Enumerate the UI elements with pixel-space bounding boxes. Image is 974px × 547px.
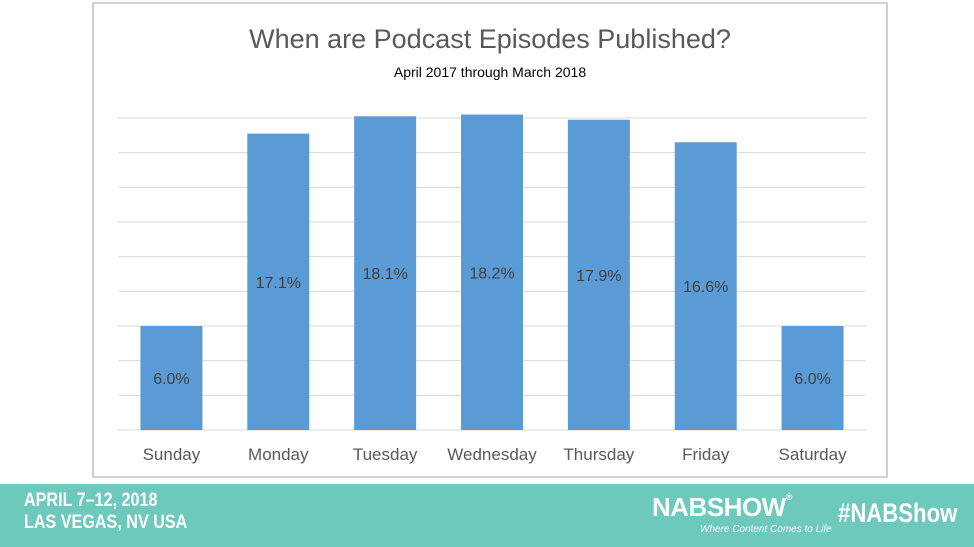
bar-thursday xyxy=(567,119,630,430)
logo-text: NABSHOW xyxy=(652,492,786,522)
x-tick-label-friday: Friday xyxy=(682,445,730,464)
bar-wednesday xyxy=(461,114,523,431)
bar-sunday xyxy=(140,326,203,430)
data-label-thursday: 17.9% xyxy=(576,268,621,285)
x-tick-label-sunday: Sunday xyxy=(143,445,201,464)
x-tick-label-tuesday: Tuesday xyxy=(353,445,418,464)
bar-saturday xyxy=(781,326,844,430)
nabshow-logo: NABSHOW® Where Content Comes to Life xyxy=(652,492,832,540)
data-label-friday: 16.6% xyxy=(683,279,728,296)
hashtag: #NABShow xyxy=(838,498,958,528)
data-label-wednesday: 18.2% xyxy=(469,265,514,282)
data-label-monday: 17.1% xyxy=(256,275,301,292)
event-location-line: LAS VEGAS, NV USA xyxy=(24,512,188,533)
chart-subtitle: April 2017 through March 2018 xyxy=(393,64,587,80)
bar-monday xyxy=(247,133,310,430)
data-label-tuesday: 18.1% xyxy=(362,266,407,283)
bar-friday xyxy=(674,142,737,430)
event-dates-line: APRIL 7–12, 2018 xyxy=(24,490,158,511)
x-tick-label-monday: Monday xyxy=(248,445,309,464)
logo-tagline: Where Content Comes to Life xyxy=(700,524,832,535)
data-label-sunday: 6.0% xyxy=(153,371,189,388)
x-tick-label-thursday: Thursday xyxy=(563,445,634,464)
bar-chart: 6.0% Sunday 17.1% Monday 18.1% Tuesday 18.2% We… xyxy=(118,114,866,464)
registered-icon: ® xyxy=(785,492,793,502)
x-tick-label-wednesday: Wednesday xyxy=(447,445,537,464)
chart-frame: When are Podcast Episodes Published? Apr… xyxy=(92,2,888,478)
event-dates: APRIL 7–12, 2018 LAS VEGAS, NV USA xyxy=(24,490,187,534)
logo-wordmark: NABSHOW® xyxy=(652,492,792,523)
data-label-saturday: 6.0% xyxy=(794,371,830,388)
x-tick-label-saturday: Saturday xyxy=(779,445,848,464)
footer-banner: APRIL 7–12, 2018 LAS VEGAS, NV USA NABSH… xyxy=(0,484,974,547)
bar-tuesday xyxy=(354,116,417,431)
chart-title: When are Podcast Episodes Published? xyxy=(249,24,731,54)
